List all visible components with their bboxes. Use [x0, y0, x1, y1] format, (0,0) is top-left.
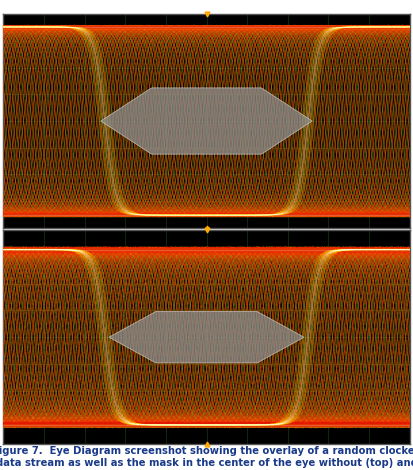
Polygon shape — [101, 88, 312, 154]
Text: Figure 7.  Eye Diagram screenshot showing the overlay of a random clocked
data s: Figure 7. Eye Diagram screenshot showing… — [0, 446, 413, 470]
Polygon shape — [109, 312, 304, 363]
